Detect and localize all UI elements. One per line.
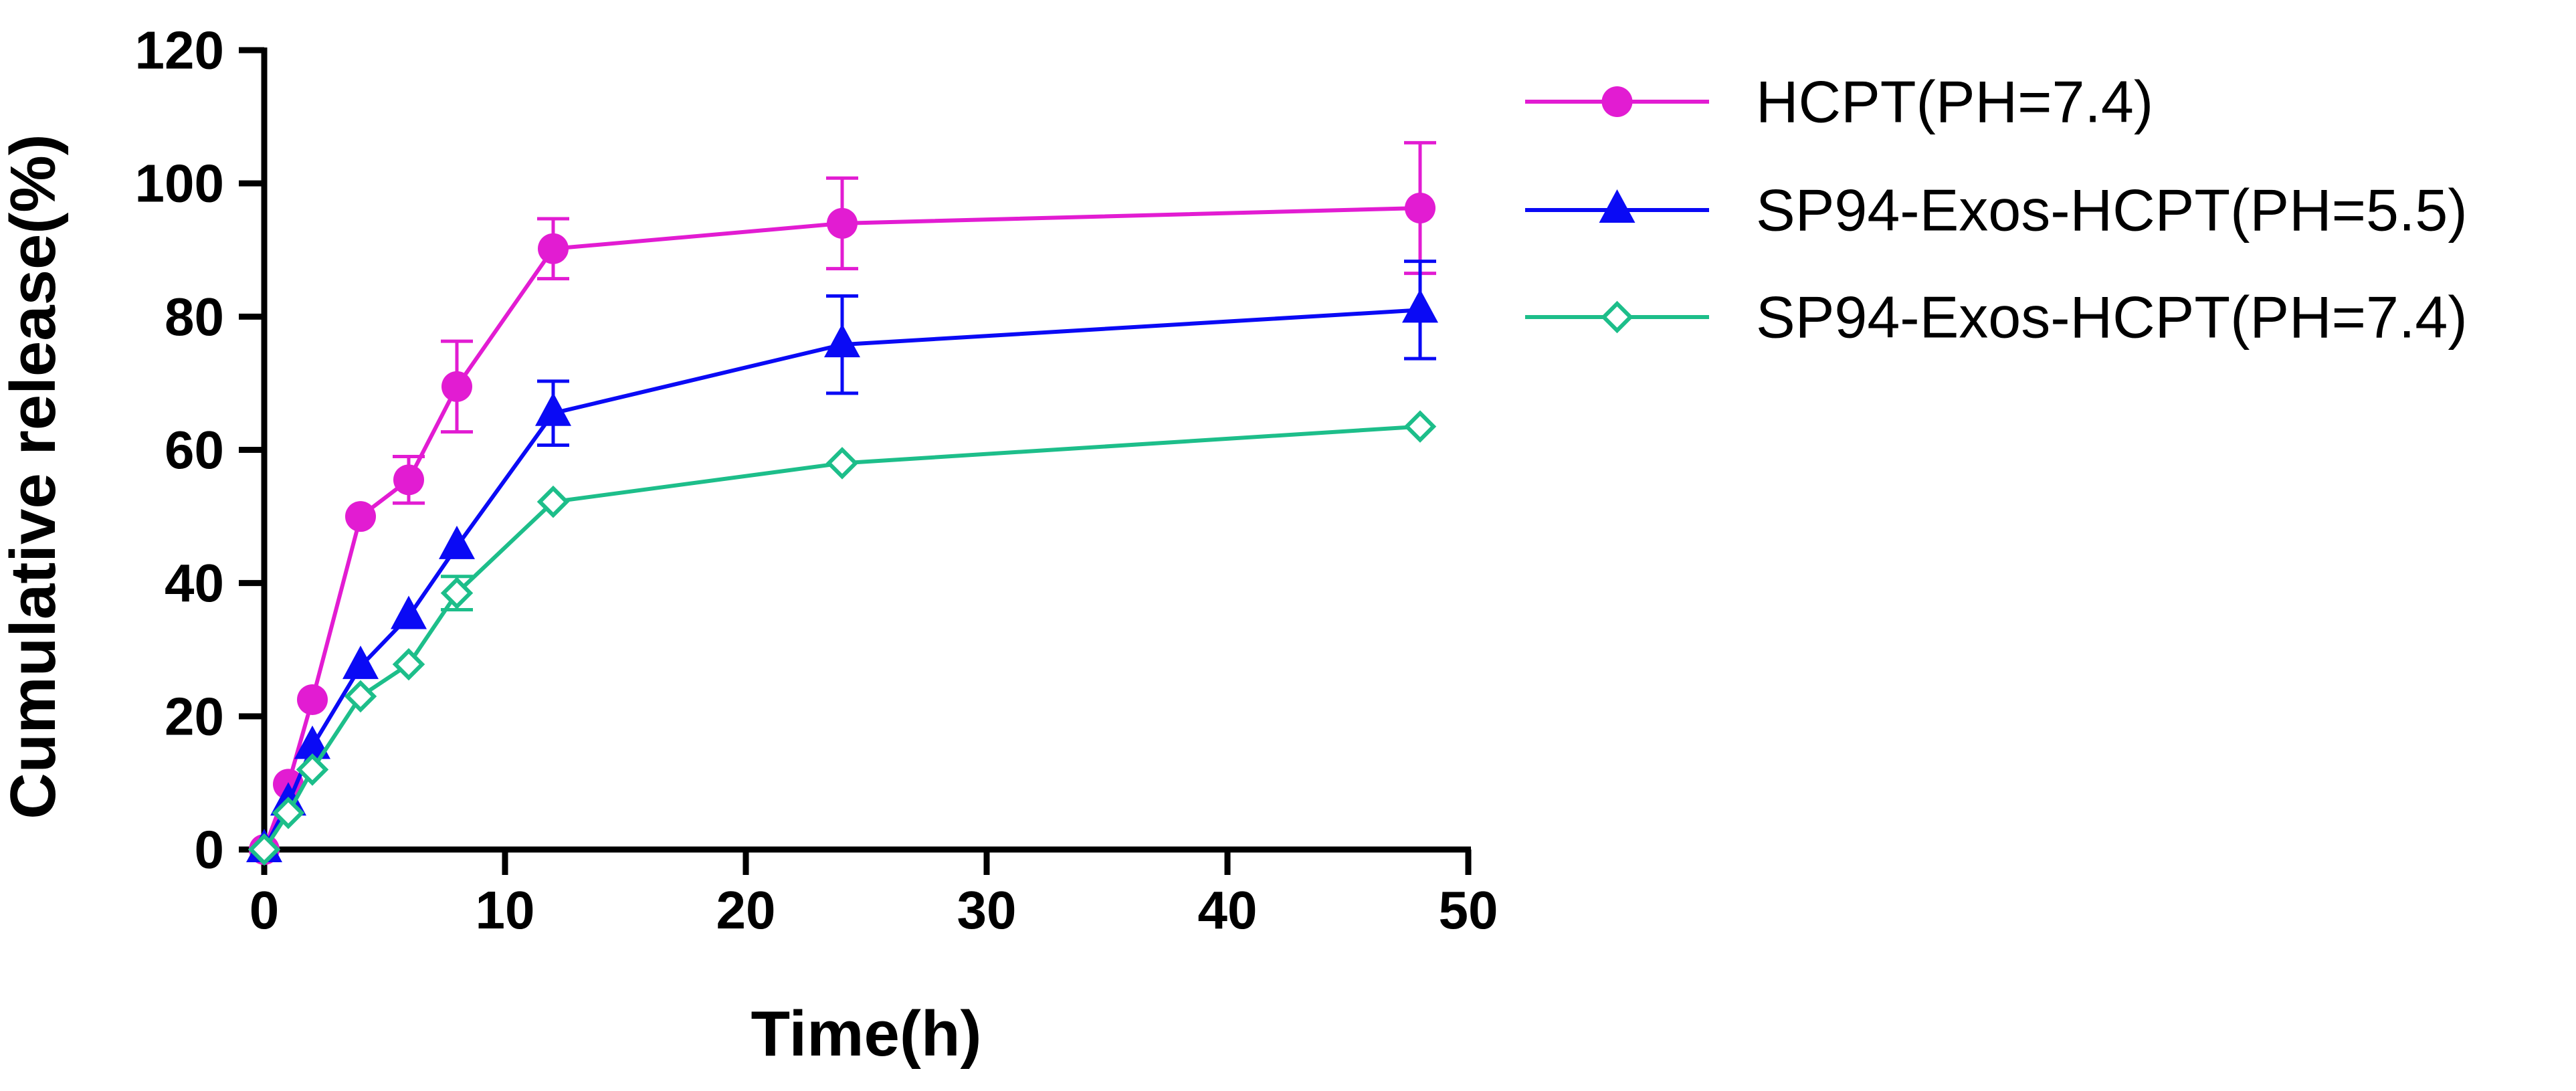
data-point — [391, 595, 427, 629]
legend-marker — [1599, 189, 1636, 223]
x-tick-label: 30 — [957, 880, 1017, 940]
y-tick-label: 20 — [165, 686, 224, 746]
data-point — [827, 207, 858, 239]
x-tick-label: 0 — [250, 880, 280, 940]
legend-label: SP94-Exos-HCPT(PH=7.4) — [1756, 284, 2468, 351]
data-point — [296, 753, 329, 786]
legend: HCPT(PH=7.4) SP94-Exos-HCPT(PH=5.5) SP94-E… — [1525, 69, 2468, 351]
y-tick-label: 60 — [165, 420, 224, 480]
x-tick-label: 10 — [476, 880, 535, 940]
data-point — [1405, 193, 1435, 224]
data-point — [342, 646, 379, 680]
legend-label: SP94-Exos-HCPT(PH=5.5) — [1756, 177, 2468, 243]
y-axis-title: Cumulative release(%) — [0, 134, 69, 819]
data-point — [1402, 289, 1438, 323]
legend-item-3: SP94-Exos-HCPT(PH=7.4) — [1525, 284, 2468, 351]
series-3 — [247, 410, 1437, 866]
series-line — [262, 424, 1421, 851]
legend-item-2: SP94-Exos-HCPT(PH=5.5) — [1525, 177, 2468, 243]
data-point — [538, 233, 569, 264]
data-point — [297, 684, 328, 715]
series-layer — [246, 140, 1438, 866]
x-tick-label: 50 — [1439, 880, 1498, 940]
data-point — [536, 485, 570, 518]
data-point — [294, 725, 330, 759]
data-point — [1403, 410, 1437, 443]
y-tick-label: 40 — [165, 553, 224, 613]
legend-marker — [1601, 86, 1633, 117]
series-1 — [249, 140, 1436, 865]
x-axis-title: Time(h) — [751, 998, 982, 1070]
series-2 — [246, 260, 1438, 862]
y-tick-label: 100 — [135, 154, 224, 213]
legend-item-1: HCPT(PH=7.4) — [1525, 69, 2153, 135]
y-tick-label: 80 — [165, 287, 224, 346]
data-point — [535, 392, 571, 426]
legend-marker — [1601, 300, 1633, 334]
y-tick-label: 0 — [195, 820, 225, 880]
data-point — [392, 648, 425, 681]
y-tick-label: 120 — [135, 21, 224, 80]
data-point — [393, 464, 424, 496]
x-tick-label: 20 — [716, 880, 776, 940]
data-point — [440, 577, 474, 609]
data-point — [439, 525, 475, 559]
data-point — [247, 833, 281, 866]
data-point — [272, 796, 305, 829]
data-point — [345, 501, 376, 532]
data-point — [825, 447, 859, 480]
axes: 0 20 40 60 80 100 120 0 10 20 30 40 50 Time(h) Cumulat… — [0, 21, 1498, 1070]
data-point — [441, 371, 472, 402]
x-tick-label: 40 — [1198, 880, 1258, 940]
legend-label: HCPT(PH=7.4) — [1756, 69, 2153, 135]
data-point — [824, 324, 860, 358]
data-point — [344, 680, 377, 713]
